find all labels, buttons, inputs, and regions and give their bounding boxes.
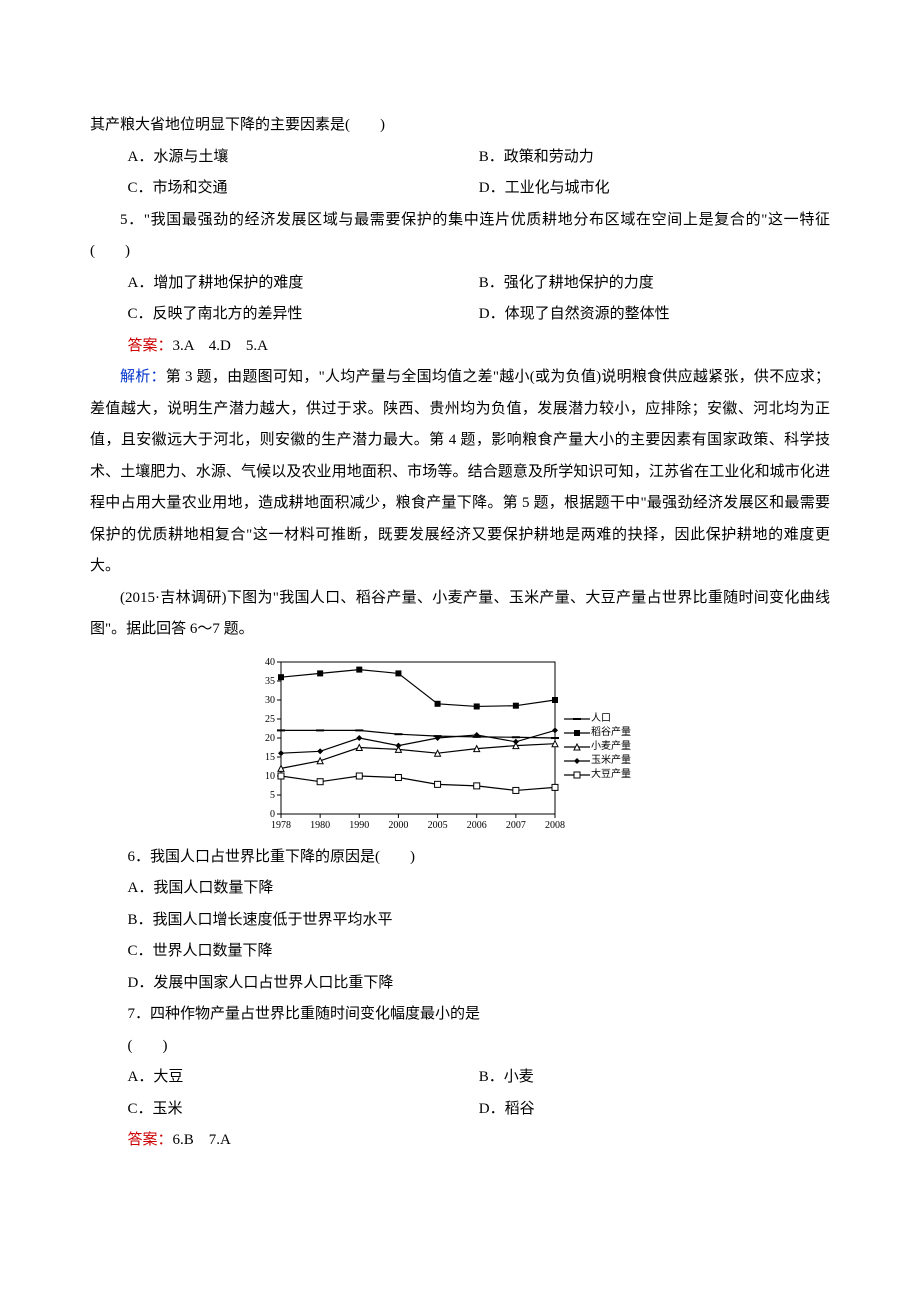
- q5-option-b: B．强化了耕地保护的力度: [479, 268, 830, 300]
- q6-option-b: B．我国人口增长速度低于世界平均水平: [90, 905, 830, 937]
- answer-6-7: 答案：6.B 7.A: [90, 1125, 830, 1157]
- line-chart: 0 5 10 15 20 25 30 35 40 1978 1980 1990 2000 2005 2006…: [245, 654, 675, 834]
- q4-option-b: B．政策和劳动力: [479, 142, 830, 174]
- q6-option-a: A．我国人口数量下降: [90, 873, 830, 905]
- q4-option-d: D．工业化与城市化: [479, 173, 830, 205]
- q6-stem: 6．我国人口占世界比重下降的原因是( ): [90, 842, 830, 874]
- svg-text:0: 0: [270, 809, 275, 820]
- q7-option-a: A．大豆: [128, 1062, 479, 1094]
- svg-text:2007: 2007: [506, 820, 526, 831]
- svg-text:40: 40: [265, 657, 275, 668]
- explain-3-5: 解析：第 3 题，由题图可知，"人均产量与全国均值之差"越小(或为负值)说明粮食…: [90, 362, 830, 583]
- q5-stem: 5．"我国最强劲的经济发展区域与最需要保护的集中连片优质耕地分布区域在空间上是复…: [90, 205, 830, 268]
- svg-text:20: 20: [265, 733, 275, 744]
- svg-text:2005: 2005: [428, 820, 448, 831]
- q7-stem: 7．四种作物产量占世界比重随时间变化幅度最小的是: [90, 999, 830, 1031]
- answer-value: 6.B 7.A: [173, 1132, 231, 1148]
- q5-option-d: D．体现了自然资源的整体性: [479, 299, 830, 331]
- svg-text:2006: 2006: [467, 820, 487, 831]
- q6-option-d: D．发展中国家人口占世界人口比重下降: [90, 968, 830, 1000]
- q6-option-c: C．世界人口数量下降: [90, 936, 830, 968]
- q4-option-c: C．市场和交通: [128, 173, 479, 205]
- answer-label: 答案：: [128, 338, 173, 354]
- q5-option-c: C．反映了南北方的差异性: [128, 299, 479, 331]
- svg-text:2000: 2000: [388, 820, 408, 831]
- q7-option-d: D．稻谷: [479, 1094, 830, 1126]
- q4-option-a: A．水源与土壤: [128, 142, 479, 174]
- explain-label: 解析：: [120, 369, 166, 385]
- q7-paren: ( ): [90, 1031, 830, 1063]
- svg-text:30: 30: [265, 695, 275, 706]
- svg-text:5: 5: [270, 790, 275, 801]
- q5-option-a: A．增加了耕地保护的难度: [128, 268, 479, 300]
- svg-text:25: 25: [265, 714, 275, 725]
- svg-text:10: 10: [265, 771, 275, 782]
- answer-value: 3.A 4.D 5.A: [173, 338, 268, 354]
- q7-option-b: B．小麦: [479, 1062, 830, 1094]
- svg-text:35: 35: [265, 676, 275, 687]
- svg-text:1980: 1980: [310, 820, 330, 831]
- answer-label: 答案：: [128, 1132, 173, 1148]
- answer-3-5: 答案：3.A 4.D 5.A: [90, 331, 830, 363]
- q4-stem-tail: 其产粮大省地位明显下降的主要因素是( ): [90, 110, 830, 142]
- svg-text:15: 15: [265, 752, 275, 763]
- svg-text:1978: 1978: [271, 820, 291, 831]
- chart-intro: (2015·吉林调研)下图为"我国人口、稻谷产量、小麦产量、玉米产量、大豆产量占…: [90, 583, 830, 646]
- svg-text:2008: 2008: [545, 820, 565, 831]
- svg-text:1990: 1990: [349, 820, 369, 831]
- q7-option-c: C．玉米: [128, 1094, 479, 1126]
- explain-text: 第 3 题，由题图可知，"人均产量与全国均值之差"越小(或为负值)说明粮食供应越…: [90, 369, 830, 574]
